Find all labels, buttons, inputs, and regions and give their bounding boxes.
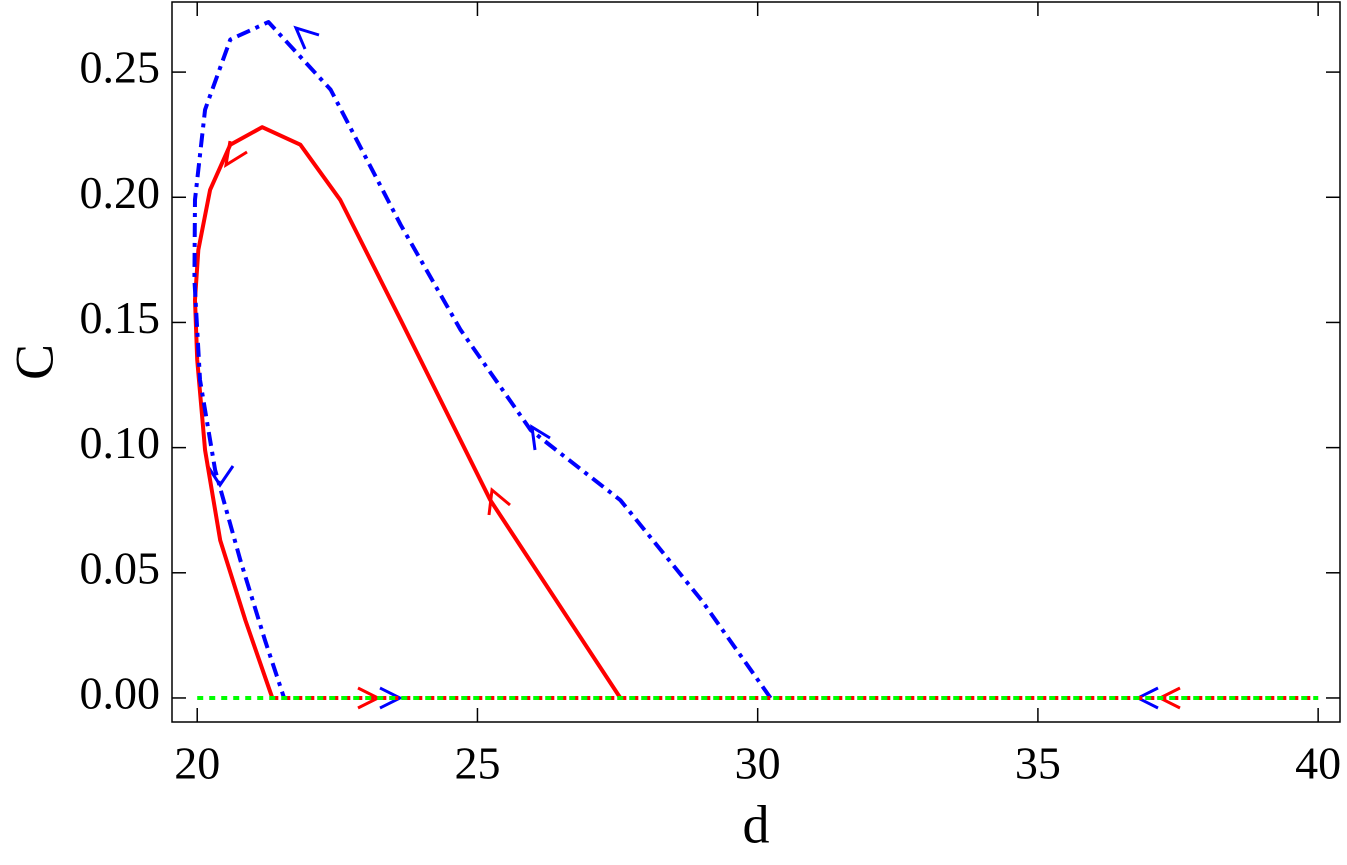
y-tick-label: 0.20 <box>80 167 161 218</box>
y-tick-label: 0.15 <box>80 292 161 343</box>
x-tick-label: 20 <box>174 738 220 789</box>
y-tick-label: 0.10 <box>80 417 161 468</box>
x-axis-label: d <box>743 794 770 854</box>
arrow <box>205 464 235 488</box>
y-tick-label: 0.05 <box>80 542 161 593</box>
y-tick-label: 0.00 <box>80 668 161 719</box>
arrow <box>487 487 511 516</box>
plot-frame <box>171 1 1341 723</box>
series-line <box>192 125 623 700</box>
x-tick-label: 30 <box>735 738 781 789</box>
y-axis-label: C <box>4 344 64 380</box>
x-tick-label: 25 <box>454 738 500 789</box>
y-tick-label: 0.25 <box>80 42 161 93</box>
x-tick-label: 40 <box>1295 738 1341 789</box>
arrow <box>293 25 320 50</box>
arrow <box>530 424 551 451</box>
series-line <box>192 20 773 700</box>
x-tick-label: 35 <box>1015 738 1061 789</box>
arrow <box>379 686 404 710</box>
